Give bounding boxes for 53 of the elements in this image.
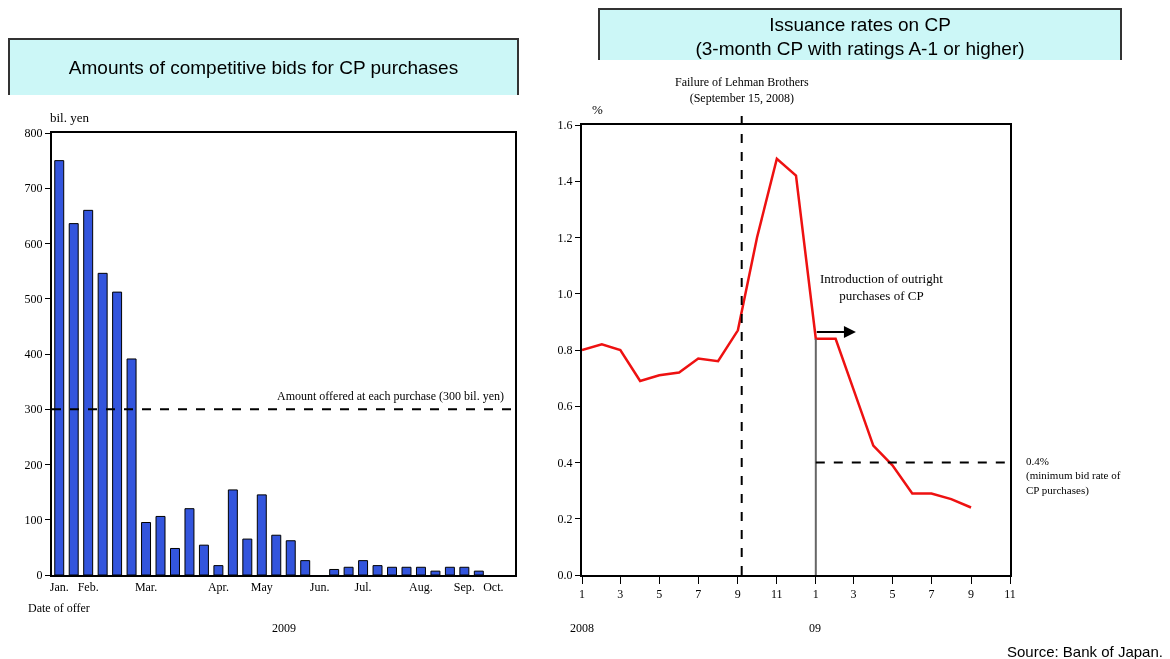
y-tick-label: 100 <box>24 512 43 527</box>
line-series <box>582 157 973 509</box>
x-tick-label: Oct. <box>483 580 504 595</box>
annotation: 0.4% (minimum bid rate of CP purchases) <box>1026 455 1121 497</box>
y-tick-label: 500 <box>24 291 43 306</box>
x-tick-label: Feb. <box>77 580 99 595</box>
y-tick-label: 1.6 <box>557 118 573 133</box>
y-tick-label: 0.6 <box>557 399 573 414</box>
x-tick-label: 11 <box>771 587 783 602</box>
x-tick-label: 5 <box>889 587 896 602</box>
x-tick-label: 9 <box>968 587 975 602</box>
x-tick-label: Jul. <box>354 580 372 595</box>
text: 09 <box>809 621 821 635</box>
x-tick-label: 3 <box>617 587 624 602</box>
text: Date of offer <box>28 601 90 615</box>
y-tick-label: 0.8 <box>557 343 573 358</box>
y-tick-label: 0.4 <box>557 455 573 470</box>
x-tick-label: 1 <box>812 587 819 602</box>
x-tick-label: Sep. <box>453 580 475 595</box>
annotation: Introduction of outright purchases of CP <box>820 271 944 303</box>
x-tick-label: 11 <box>1004 587 1016 602</box>
y-tick-label: 300 <box>24 402 43 417</box>
y-tick-label: 0 <box>36 568 43 583</box>
text: 2008 <box>570 621 594 635</box>
y-tick-label: 700 <box>24 181 43 196</box>
x-tick-label: 5 <box>656 587 663 602</box>
y-tick-label: 1.4 <box>557 174 573 189</box>
y-tick-label: 0.0 <box>557 568 573 583</box>
y-tick-label: 600 <box>24 236 43 251</box>
chart-title: Issuance rates on CP (3-month CP with ratings A-1 or higher) <box>598 8 1122 66</box>
x-tick-label: May <box>250 580 273 595</box>
x-tick-label: Aug. <box>409 580 433 595</box>
y-tick-label: 1.2 <box>557 230 573 245</box>
y-axis-title: bil. yen <box>50 110 90 125</box>
x-tick-label: 7 <box>928 587 935 602</box>
x-tick-label: Mar. <box>134 580 158 595</box>
chart-title: Amounts of competitive bids for CP purchases <box>8 38 519 97</box>
ref-line-label: Amount offered at each purchase (300 bil. yen) <box>277 389 505 403</box>
x-tick-label: 3 <box>850 587 857 602</box>
x-tick-label: Apr. <box>207 580 229 595</box>
x-tick-label: Jun. <box>309 580 330 595</box>
x-tick-label: Jan. <box>49 580 69 595</box>
ref-line-label: Failure of Lehman Brothers (September 15, 2008) <box>675 75 809 105</box>
x-tick-label: 7 <box>695 587 702 602</box>
y-tick-label: 1.0 <box>557 286 573 301</box>
y-axis-title: % <box>592 102 603 117</box>
y-tick-label: 0.2 <box>557 511 573 526</box>
y-tick-label: 400 <box>24 347 43 362</box>
x-tick-label: 1 <box>579 587 585 602</box>
y-tick-label: 800 <box>24 126 43 141</box>
x-axis-title: 2009 <box>272 621 296 635</box>
y-tick-label: 200 <box>24 457 43 472</box>
x-tick-label: 9 <box>734 587 741 602</box>
